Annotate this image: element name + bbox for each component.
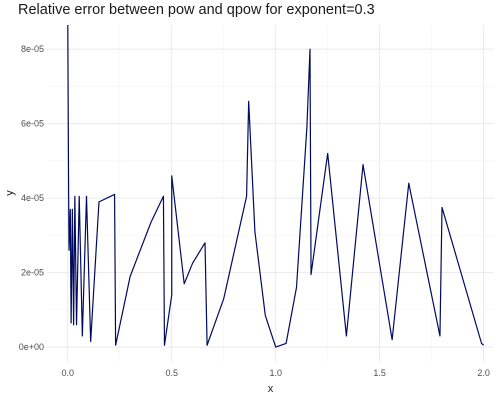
x-axis-ticks: 0.0 0.5 1.0 1.5 2.0 (62, 368, 490, 378)
y-tick-label: 4e-05 (21, 193, 44, 203)
x-tick-label: 0.0 (62, 368, 75, 378)
x-tick-label: 0.5 (165, 368, 178, 378)
chart-title: Relative error between pow and qpow for … (18, 2, 375, 18)
x-axis-title: x (268, 383, 274, 395)
y-axis-title: y (4, 190, 16, 196)
x-tick-label: 2.0 (477, 368, 490, 378)
y-tick-label: 6e-05 (21, 119, 44, 129)
series-1 (67, 24, 485, 348)
y-tick-label: 8e-05 (21, 44, 44, 54)
y-tick-label: 2e-05 (21, 268, 44, 278)
grid (47, 25, 494, 362)
y-axis-ticks: 0e+00 2e-05 4e-05 6e-05 8e-05 (19, 44, 44, 352)
y-tick-label: 0e+00 (19, 342, 44, 352)
series-line (67, 24, 485, 348)
x-tick-label: 1.5 (373, 368, 386, 378)
x-tick-label: 1.0 (269, 368, 282, 378)
